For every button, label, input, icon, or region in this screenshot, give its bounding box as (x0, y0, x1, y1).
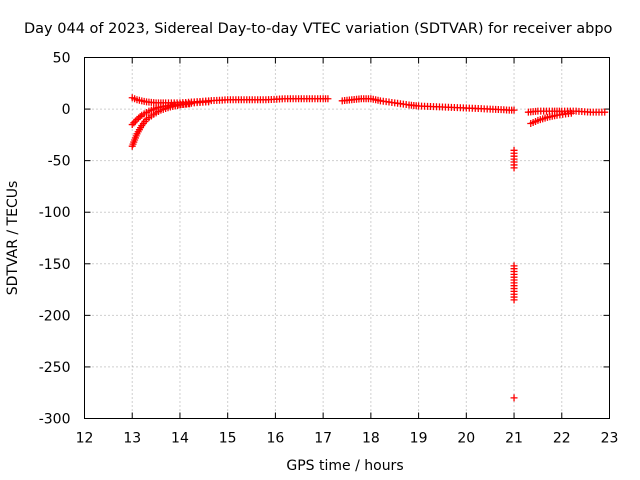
y-tick-label: -150 (39, 257, 71, 273)
data-marker (186, 100, 193, 108)
x-tick-label: 13 (123, 431, 141, 447)
data-marker (510, 296, 518, 304)
y-tick-label: -200 (39, 308, 71, 324)
axis-ticks (84, 57, 610, 419)
x-tick-label: 14 (171, 431, 189, 447)
data-marker (510, 106, 518, 114)
data-marker (130, 119, 138, 127)
x-tick-label: 17 (314, 431, 332, 447)
grid-lines (84, 57, 610, 419)
data-marker (324, 95, 332, 103)
x-tick-label: 20 (457, 431, 475, 447)
x-tick-labels: 12 13 14 15 16 17 18 19 20 21 22 23 (76, 431, 619, 447)
data-marker (128, 121, 136, 129)
y-tick-label: -250 (39, 360, 71, 376)
data-marker (601, 108, 609, 116)
x-tick-label: 16 (266, 431, 284, 447)
x-tick-label: 19 (410, 431, 428, 447)
data-marker (510, 164, 518, 172)
data-marker (510, 394, 518, 402)
data-marker (136, 113, 144, 121)
y-tick-labels: 50 0 -50 -100 -150 -200 -250 -300 (39, 51, 71, 428)
chart-title: Day 044 of 2023, Sidereal Day-to-day VTE… (24, 21, 613, 37)
x-tick-label: 21 (505, 431, 523, 447)
x-tick-label: 15 (219, 431, 237, 447)
y-tick-label: 50 (53, 51, 71, 67)
data-markers (128, 94, 609, 402)
y-axis-label: SDTVAR / TECUs (5, 181, 21, 296)
y-tick-label: -300 (39, 412, 71, 428)
y-tick-label: -50 (48, 154, 71, 170)
plot-frame (84, 57, 610, 419)
data-marker (205, 98, 213, 106)
y-tick-label: 0 (62, 102, 71, 118)
x-tick-label: 22 (553, 431, 571, 447)
x-tick-label: 12 (76, 431, 94, 447)
data-marker (567, 109, 575, 117)
x-axis-label: GPS time / hours (286, 458, 403, 474)
x-tick-label: 18 (362, 431, 380, 447)
x-tick-label: 23 (601, 431, 619, 447)
y-tick-label: -100 (39, 205, 71, 221)
